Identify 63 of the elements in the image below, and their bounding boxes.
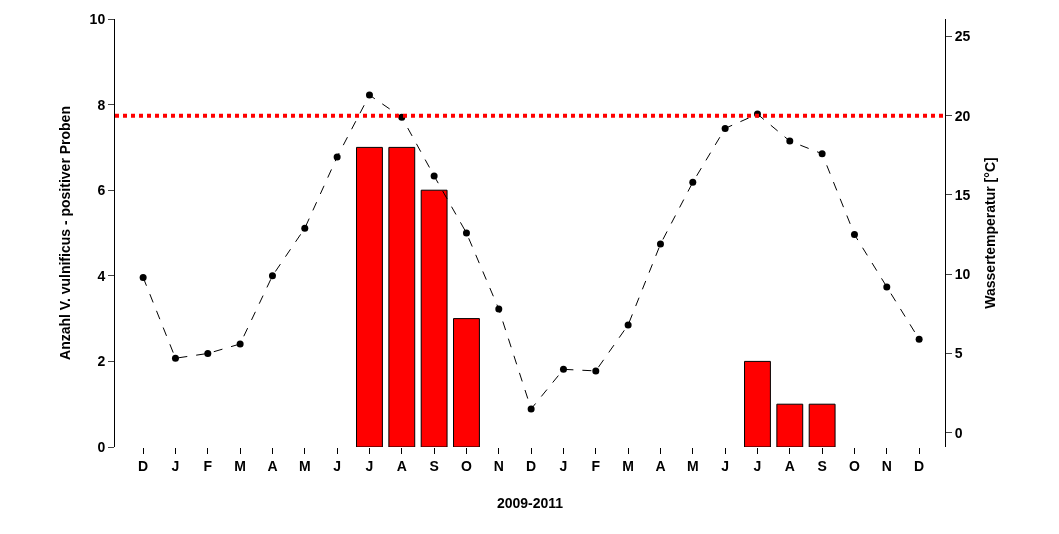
point (786, 137, 794, 145)
x-tick-label: O (461, 457, 473, 474)
point (430, 172, 438, 180)
y2-tick-label: 20 (954, 107, 971, 124)
x-axis-title: 2009-2011 (496, 495, 564, 512)
x-tick-label: F (591, 457, 601, 474)
y2-tick-label: 5 (954, 345, 963, 362)
point (818, 150, 826, 158)
y-tick-label: 0 (97, 438, 106, 455)
y2-axis-title: Wassertemperatur [°C] (981, 157, 998, 309)
point (365, 91, 373, 99)
x-tick-label: M (298, 457, 311, 474)
y-tick-label: 4 (97, 267, 106, 284)
point (301, 224, 309, 232)
y2-tick-label: 25 (954, 28, 971, 45)
y2-tick-label: 15 (954, 186, 971, 203)
point (624, 321, 632, 329)
x-tick-label: O (849, 457, 861, 474)
point (204, 349, 212, 357)
x-tick-label: M (686, 457, 699, 474)
point (915, 335, 923, 343)
point (721, 124, 729, 132)
point (656, 240, 664, 248)
point (236, 340, 244, 348)
point (268, 272, 276, 280)
x-tick-label: J (365, 457, 374, 474)
point (559, 365, 567, 373)
point (462, 229, 470, 237)
point (139, 273, 147, 281)
point (495, 305, 503, 313)
point (850, 231, 858, 239)
y2-tick-label: 10 (954, 266, 971, 283)
x-tick-label: A (784, 457, 795, 474)
x-tick-label: D (138, 457, 149, 474)
y-tick-label: 8 (97, 96, 106, 113)
point (333, 153, 341, 161)
x-tick-label: A (267, 457, 278, 474)
y-axis-title: Anzahl V. vulnificus - positiver Proben (57, 106, 74, 360)
x-tick-label: J (753, 457, 762, 474)
x-tick-label: J (333, 457, 342, 474)
x-tick-label: A (396, 457, 407, 474)
point (171, 354, 179, 362)
y-tick-label: 6 (97, 182, 106, 199)
point (527, 405, 535, 413)
x-tick-label: N (881, 457, 892, 474)
x-tick-label: M (622, 457, 634, 474)
x-tick-label: J (171, 457, 180, 474)
x-tick-label: S (817, 457, 827, 474)
x-tick-label: S (429, 457, 439, 474)
y-tick-label: 10 (89, 10, 106, 27)
x-tick-label: D (914, 457, 925, 474)
x-tick-label: A (655, 457, 666, 474)
x-tick-label: J (559, 457, 568, 474)
point (689, 178, 697, 186)
x-tick-label: F (203, 457, 213, 474)
x-tick-label: J (721, 457, 730, 474)
x-tick-label: N (493, 457, 504, 474)
point (883, 283, 891, 291)
y2-tick-label: 0 (954, 424, 963, 441)
x-tick-label: M (234, 457, 246, 474)
x-tick-label: D (526, 457, 537, 474)
y-tick-label: 2 (97, 353, 106, 370)
point (592, 367, 600, 375)
